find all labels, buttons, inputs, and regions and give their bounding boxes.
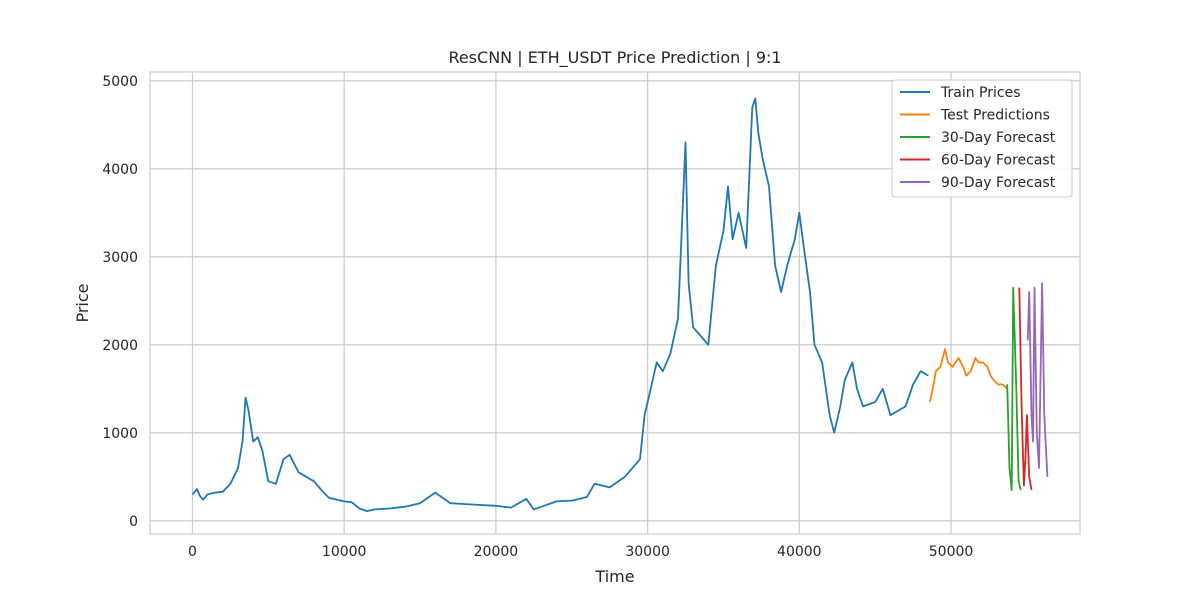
x-tick-label: 40000	[777, 544, 822, 560]
plot-frame	[149, 71, 1081, 535]
legend-label: 60-Day Forecast	[941, 153, 1056, 169]
y-tick-label: 5000	[102, 74, 138, 90]
y-tick-label: 4000	[102, 162, 138, 178]
legend-box	[891, 79, 1073, 198]
legend-label: 90-Day Forecast	[941, 175, 1056, 191]
legend-label: Train Prices	[940, 85, 1021, 101]
series-line-1	[928, 348, 1008, 403]
x-tick-label: 50000	[929, 544, 974, 560]
x-axis-label: Time	[594, 567, 634, 586]
legend-label: Test Predictions	[940, 108, 1050, 124]
y-axis-ticks: 0 1000 2000 3000 4000 5000	[102, 74, 138, 530]
legend: Train Prices Test Predictions 30-Day Forec…	[891, 79, 1073, 198]
x-tick-label: 10000	[322, 544, 367, 560]
x-axis-ticks: 0 10000 20000 30000 40000 50000	[188, 544, 973, 560]
x-tick-label: 30000	[625, 544, 670, 560]
y-tick-label: 2000	[102, 338, 138, 354]
series-line-0	[191, 97, 929, 512]
series-line-2	[1006, 286, 1022, 491]
legend-label: 30-Day Forecast	[941, 130, 1056, 146]
chart-title: ResCNN | ETH_USDT Price Prediction | 9:1	[448, 48, 781, 68]
series-line-4	[1026, 282, 1049, 477]
x-tick-label: 20000	[474, 544, 519, 560]
y-tick-label: 3000	[102, 250, 138, 266]
series-layer	[191, 97, 1049, 512]
y-axis-label: Price	[73, 283, 92, 322]
y-tick-label: 1000	[102, 426, 138, 442]
series-line-3	[1018, 287, 1033, 491]
y-tick-label: 0	[129, 514, 138, 530]
x-tick-label: 0	[188, 544, 197, 560]
